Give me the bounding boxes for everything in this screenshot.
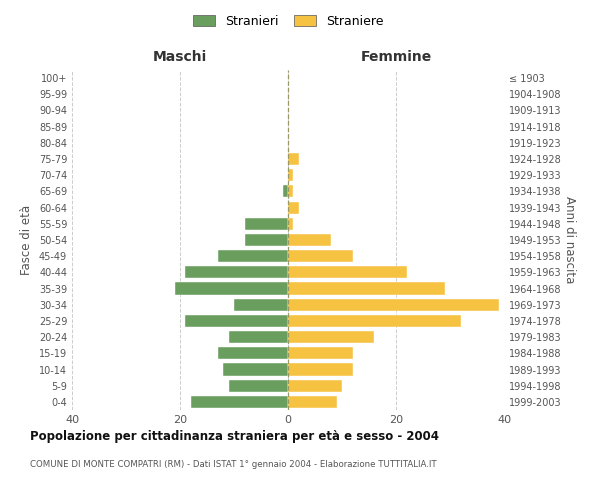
Bar (288, 298, 499, 311)
Bar (234, 298, 288, 311)
Bar (288, 266, 407, 278)
Bar (288, 234, 331, 246)
Bar (283, 186, 288, 198)
Bar (288, 396, 337, 408)
Bar (229, 331, 288, 343)
Bar (288, 380, 342, 392)
Bar (185, 266, 288, 278)
Bar (229, 380, 288, 392)
Text: Popolazione per cittadinanza straniera per età e sesso - 2004: Popolazione per cittadinanza straniera p… (30, 430, 439, 443)
Bar (288, 348, 353, 360)
Bar (288, 153, 299, 165)
Bar (185, 315, 288, 327)
Legend: Stranieri, Straniere: Stranieri, Straniere (189, 11, 387, 32)
Text: Femmine: Femmine (361, 50, 431, 64)
Bar (218, 250, 288, 262)
Bar (288, 282, 445, 294)
Bar (223, 364, 288, 376)
Bar (288, 218, 293, 230)
Bar (288, 250, 353, 262)
Y-axis label: Fasce di età: Fasce di età (20, 205, 33, 275)
Bar (288, 331, 374, 343)
Bar (288, 364, 353, 376)
Bar (245, 218, 288, 230)
Y-axis label: Anni di nascita: Anni di nascita (563, 196, 575, 284)
Bar (245, 234, 288, 246)
Bar (218, 348, 288, 360)
Bar (288, 315, 461, 327)
Bar (288, 186, 293, 198)
Bar (288, 169, 293, 181)
Text: Maschi: Maschi (153, 50, 207, 64)
Text: COMUNE DI MONTE COMPATRI (RM) - Dati ISTAT 1° gennaio 2004 - Elaborazione TUTTIT: COMUNE DI MONTE COMPATRI (RM) - Dati IST… (30, 460, 437, 469)
Bar (191, 396, 288, 408)
Bar (175, 282, 288, 294)
Bar (288, 202, 299, 213)
